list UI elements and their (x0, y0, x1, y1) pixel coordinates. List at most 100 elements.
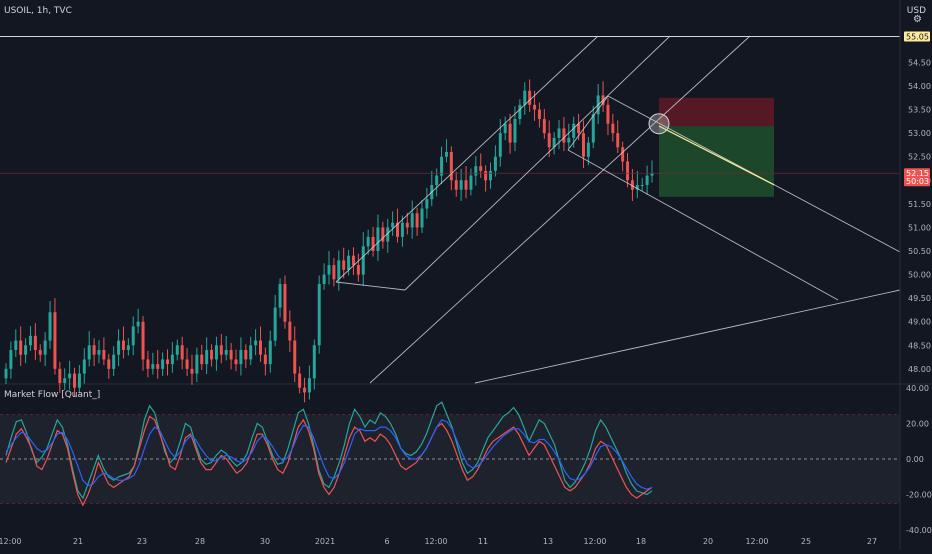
candle (175, 345, 179, 355)
candle (87, 345, 91, 360)
trend-line (567, 95, 609, 151)
candle (640, 185, 644, 186)
candle (562, 128, 566, 143)
candle (361, 246, 365, 275)
candle (229, 350, 233, 360)
candle (606, 104, 610, 124)
price-tick-label: 54.00 (908, 82, 931, 91)
time-axis[interactable]: 12:00 21 23 28 30 2021 6 12:00 11 13 12:00 18 20 12:0… (0, 537, 877, 546)
candle (591, 114, 595, 143)
candle (151, 364, 155, 369)
candle (190, 368, 194, 374)
projection-line (658, 125, 775, 186)
trend-line (335, 35, 599, 283)
trend-line (567, 149, 839, 301)
candle (136, 321, 140, 327)
candle (557, 128, 561, 138)
indicator-label[interactable]: Market Flow [Quant_] (4, 390, 101, 400)
price-tick-label: 50.50 (908, 247, 931, 256)
candle (263, 354, 267, 365)
candle (366, 236, 370, 247)
candle (195, 354, 199, 374)
symbol-label[interactable]: USOIL, 1h, TVC (4, 6, 72, 16)
time-tick-label: 11 (478, 537, 488, 546)
candle (621, 147, 625, 162)
candle (14, 340, 18, 350)
candle (381, 227, 385, 242)
time-tick-label: 28 (195, 537, 205, 546)
candle (469, 175, 473, 190)
price-tick-label: 48.00 (908, 365, 931, 374)
price-tick-label: 49.50 (908, 294, 931, 303)
price-pane[interactable] (0, 35, 932, 403)
candle (4, 368, 8, 379)
time-tick-label: 2021 (315, 537, 335, 546)
candle (307, 378, 311, 393)
candle (454, 180, 458, 190)
indicator-pane[interactable] (0, 401, 900, 507)
indicator-tick-label: 0.00 (906, 455, 924, 464)
settings-icon[interactable]: ⚙ (913, 14, 922, 25)
candle (312, 345, 316, 379)
candle (43, 340, 47, 355)
candle (650, 173, 654, 176)
candle (356, 265, 360, 275)
price-label-box (904, 31, 930, 42)
indicator-tick-label: 20.00 (906, 420, 929, 429)
candle (503, 123, 507, 134)
candle (537, 109, 541, 119)
candle (542, 119, 546, 134)
candle (444, 152, 448, 157)
candle (180, 345, 184, 360)
candle (523, 90, 527, 105)
indicator-line (5, 415, 653, 507)
candle (317, 284, 321, 346)
candle (102, 350, 106, 360)
candle (425, 199, 429, 209)
price-axis[interactable]: 54.5054.0053.5053.0052.5052.0051.5051.00… (899, 0, 932, 550)
candle (303, 387, 307, 393)
candle (126, 345, 130, 350)
candle (239, 350, 243, 365)
candle (298, 373, 302, 388)
candle (268, 340, 272, 365)
candle (489, 170, 492, 181)
candle (9, 350, 13, 369)
candle (244, 350, 248, 360)
candle (121, 340, 125, 350)
price-tick-label: 51.50 (908, 200, 931, 209)
time-tick-label: 25 (801, 537, 811, 546)
candle (533, 104, 537, 110)
candle (347, 255, 351, 270)
candle (170, 354, 174, 365)
candle (273, 307, 277, 341)
time-tick-label: 20 (703, 537, 713, 546)
candle (635, 185, 639, 190)
candle (400, 222, 404, 237)
candle (68, 373, 72, 379)
price-tick-label: 53.50 (908, 106, 931, 115)
candle (459, 180, 463, 190)
price-label: 50:03 (906, 177, 929, 186)
time-tick-label: 12:00 (424, 537, 447, 546)
candle (420, 208, 424, 228)
entry-marker (648, 113, 670, 135)
candle (513, 119, 517, 143)
candle (351, 255, 355, 266)
candle (146, 359, 150, 369)
candle (117, 340, 121, 355)
candle (288, 321, 292, 341)
candle (24, 345, 28, 355)
candle (107, 359, 111, 369)
candle (224, 350, 228, 355)
candle (258, 340, 262, 355)
candle (205, 350, 209, 365)
indicator-tick-label: -40.00 (906, 526, 932, 535)
candle (19, 340, 23, 355)
candle (254, 340, 258, 346)
time-tick-label: 12:00 (583, 537, 606, 546)
candle (293, 340, 297, 374)
price-tick-label: 52.50 (908, 153, 931, 162)
